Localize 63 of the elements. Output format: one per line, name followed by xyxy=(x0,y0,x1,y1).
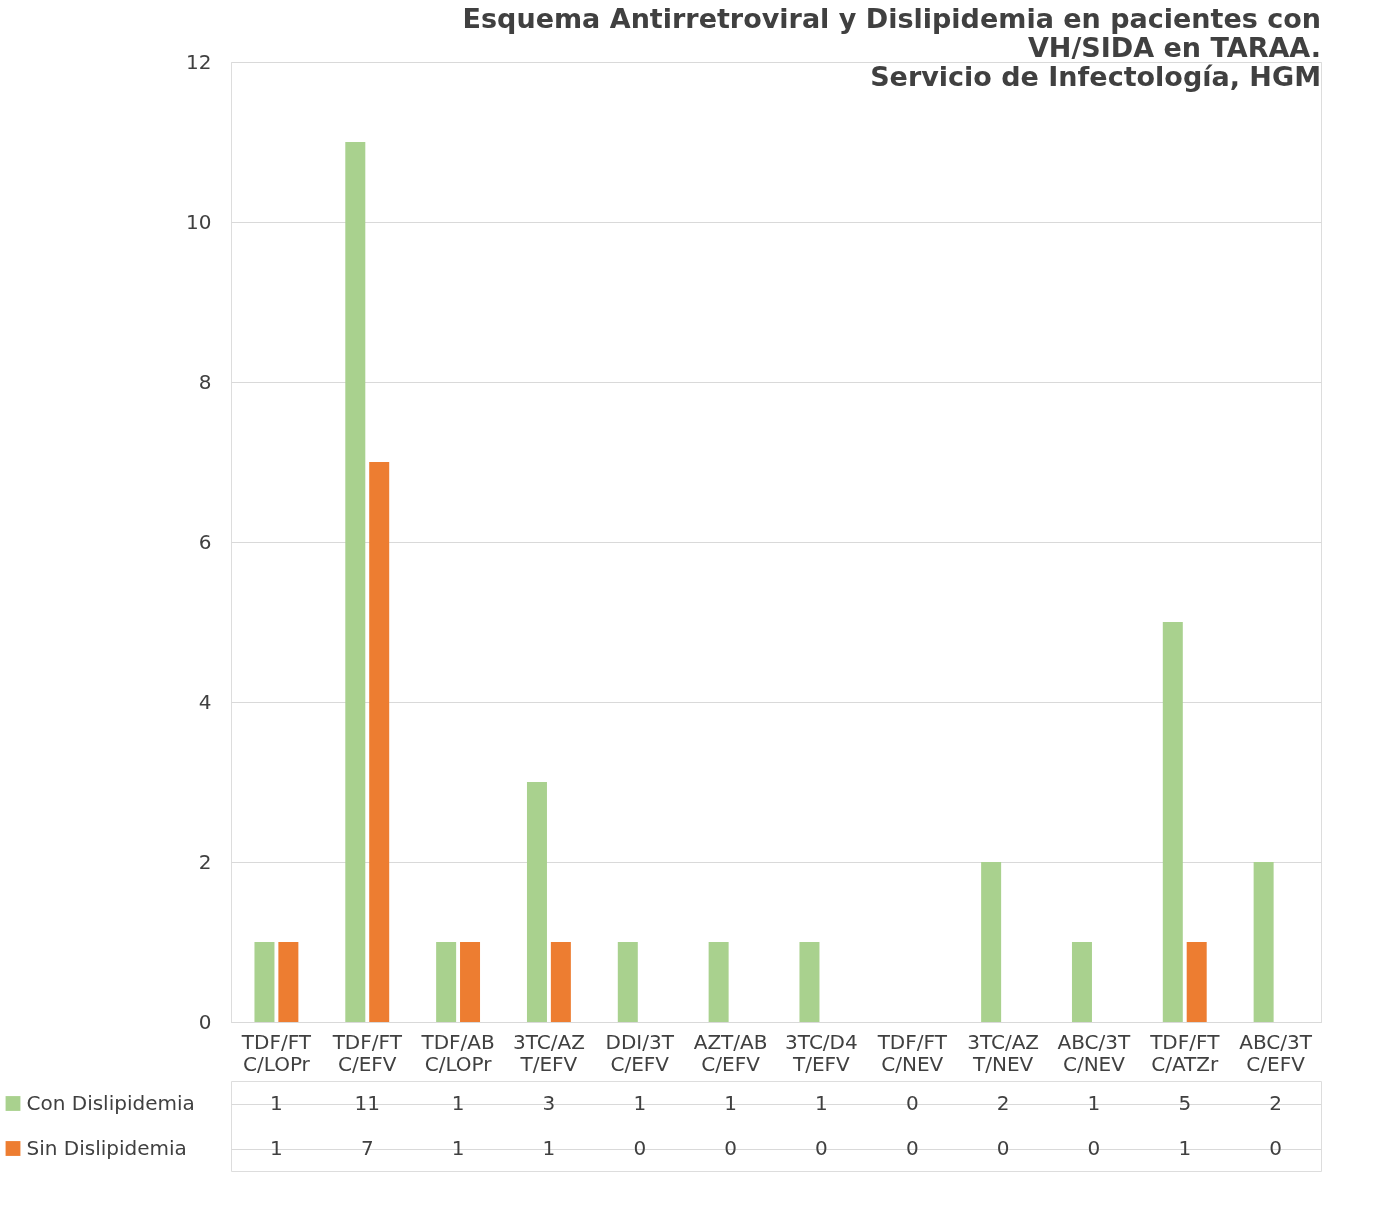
data-label: 1 xyxy=(1178,1135,1192,1160)
data-label: 1 xyxy=(451,1135,465,1160)
bar xyxy=(708,942,729,1022)
x-tick-label: TDF/FTC/EFV xyxy=(331,1029,403,1076)
bar xyxy=(436,942,457,1022)
data-label: 1 xyxy=(724,1090,737,1115)
bar xyxy=(1071,942,1092,1022)
x-tick-label: ABC/3TC/NEV xyxy=(1057,1029,1132,1076)
bar xyxy=(369,462,390,1022)
x-tick-label: TDF/FTC/LOPr xyxy=(240,1029,312,1076)
x-tick-label: 3TC/D4T/EFV xyxy=(785,1029,858,1076)
x-tick-label: 3TC/AZT/EFV xyxy=(512,1029,585,1076)
x-tick-label: TDF/FTC/ATZr xyxy=(1149,1029,1221,1076)
data-label: 2 xyxy=(996,1090,1010,1115)
bar xyxy=(460,942,481,1022)
bar xyxy=(981,862,1002,1022)
y-tick-label: 0 xyxy=(198,1009,212,1034)
data-label: 1 xyxy=(815,1090,828,1115)
bar xyxy=(550,942,571,1022)
bar xyxy=(278,942,299,1022)
y-tick-label: 12 xyxy=(186,49,212,74)
data-label: 1 xyxy=(1087,1090,1101,1115)
y-tick-label: 8 xyxy=(198,369,212,394)
y-tick-label: 10 xyxy=(186,209,212,234)
data-label: 1 xyxy=(270,1090,283,1115)
data-label: 0 xyxy=(996,1135,1010,1160)
data-label: 0 xyxy=(815,1135,828,1160)
data-label: 3 xyxy=(542,1090,556,1115)
data-label: 1 xyxy=(633,1090,647,1115)
bar xyxy=(617,942,638,1022)
x-tick-label: DDI/3TC/EFV xyxy=(605,1029,675,1076)
x-tick-label: TDF/ABC/LOPr xyxy=(420,1029,495,1076)
data-label: 1 xyxy=(270,1135,283,1160)
data-label: 2 xyxy=(1269,1090,1282,1115)
x-tick-label: TDF/FTC/NEV xyxy=(876,1029,948,1076)
y-tick-label: 2 xyxy=(198,849,212,874)
bar xyxy=(1253,862,1274,1022)
data-label: 0 xyxy=(1269,1135,1282,1160)
text: Esquema Antirretroviral y Dislipidemia en pacientes con xyxy=(462,3,1321,34)
bar xyxy=(526,782,547,1022)
y-tick-label: 6 xyxy=(198,529,212,554)
legend-label: Con Dislipidemia xyxy=(26,1091,195,1115)
legend-label: Sin Dislipidemia xyxy=(26,1136,187,1160)
y-tick-label: 4 xyxy=(198,689,212,714)
x-tick-label: 3TC/AZT/NEV xyxy=(967,1029,1040,1076)
bar xyxy=(1186,942,1207,1022)
data-label: 0 xyxy=(1087,1135,1101,1160)
bar xyxy=(345,142,366,1022)
data-label: 0 xyxy=(905,1090,919,1115)
data-label: 0 xyxy=(724,1135,737,1160)
data-label: 11 xyxy=(354,1090,380,1115)
data-label: 1 xyxy=(542,1135,556,1160)
data-label: 1 xyxy=(451,1090,465,1115)
data-label: 7 xyxy=(360,1135,374,1160)
bar xyxy=(799,942,820,1022)
data-label: 0 xyxy=(633,1135,647,1160)
x-tick-label: AZT/ABC/EFV xyxy=(693,1029,768,1076)
x-tick-label: ABC/3TC/EFV xyxy=(1239,1029,1313,1076)
text: Servicio de Infectología, HGM xyxy=(870,61,1321,92)
data-label: 0 xyxy=(905,1135,919,1160)
bar xyxy=(254,942,275,1022)
data-label: 5 xyxy=(1178,1090,1192,1115)
bar xyxy=(1162,622,1183,1022)
